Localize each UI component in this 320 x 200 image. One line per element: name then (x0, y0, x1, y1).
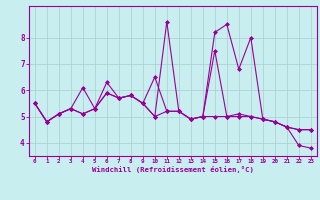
X-axis label: Windchill (Refroidissement éolien,°C): Windchill (Refroidissement éolien,°C) (92, 166, 254, 173)
